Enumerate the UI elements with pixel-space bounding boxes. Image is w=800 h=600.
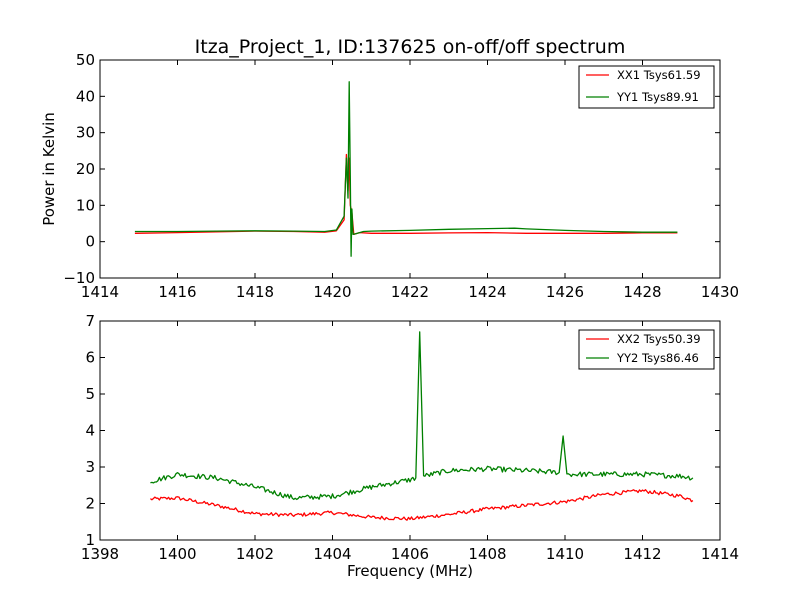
bottom-x-tick-label: 1398 bbox=[81, 545, 119, 563]
bottom-y-tick-label: 1 bbox=[85, 531, 95, 549]
top-legend-label-xx: XX1 Tsys61.59 bbox=[617, 68, 701, 82]
top-x-tick-label: 1426 bbox=[546, 283, 584, 301]
top-legend: XX1 Tsys61.59 YY1 Tsys89.91 bbox=[578, 65, 715, 109]
bottom-legend-box bbox=[578, 329, 715, 370]
bottom-x-tick-label: 1408 bbox=[468, 545, 506, 563]
bottom-series-yy-line bbox=[150, 331, 694, 501]
top-y-tick-label: 40 bbox=[76, 87, 95, 105]
top-x-tick-label: 1418 bbox=[236, 283, 274, 301]
top-legend-box bbox=[578, 65, 715, 109]
bottom-x-tick-label: 1410 bbox=[546, 545, 584, 563]
top-x-tick-label: 1428 bbox=[623, 283, 661, 301]
bottom-y-tick-label: 4 bbox=[85, 422, 95, 440]
top-y-tick-label: 0 bbox=[85, 233, 95, 251]
top-x-tick-label: 1424 bbox=[468, 283, 506, 301]
top-x-tick-label: 1420 bbox=[313, 283, 351, 301]
top-x-tick-label: 1430 bbox=[701, 283, 739, 301]
bottom-legend-label-yy: YY2 Tsys86.46 bbox=[616, 351, 699, 365]
bottom-x-tick-label: 1400 bbox=[158, 545, 196, 563]
bottom-legend: XX2 Tsys50.39 YY2 Tsys86.46 bbox=[578, 329, 715, 370]
bottom-panel: 1398 1400 1402 1404 1406 1408 1410 1412 1414 1 2 3 4… bbox=[81, 312, 739, 563]
top-y-tick-label: 50 bbox=[76, 51, 95, 69]
bottom-x-tick-label: 1404 bbox=[313, 545, 351, 563]
bottom-x-tick-label: 1412 bbox=[623, 545, 661, 563]
bottom-series-xx-line bbox=[149, 489, 694, 521]
x-axis-label: Frequency (MHz) bbox=[347, 562, 473, 580]
top-legend-label-yy: YY1 Tsys89.91 bbox=[616, 90, 699, 104]
bottom-y-tick-label: 5 bbox=[85, 385, 95, 403]
bottom-legend-label-xx: XX2 Tsys50.39 bbox=[617, 332, 701, 346]
bottom-y-tick-label: 7 bbox=[85, 312, 95, 330]
bottom-y-tick-label: 2 bbox=[85, 495, 95, 513]
bottom-y-tick-label: 6 bbox=[85, 349, 95, 367]
figure-title: Itza_Project_1, ID:137625 on-off/off spe… bbox=[195, 36, 626, 58]
y-axis-label: Power in Kelvin bbox=[40, 112, 58, 226]
top-y-tick-label: 30 bbox=[76, 124, 95, 142]
top-x-tick-label: 1422 bbox=[391, 283, 429, 301]
top-y-tick-label: 10 bbox=[76, 196, 95, 214]
bottom-x-tick-label: 1406 bbox=[391, 545, 429, 563]
top-y-tick-label: 20 bbox=[76, 160, 95, 178]
top-series-yy-line bbox=[134, 81, 678, 257]
top-x-tick-label: 1414 bbox=[81, 283, 119, 301]
bottom-x-tick-label: 1414 bbox=[701, 545, 739, 563]
top-panel: 1414 1416 1418 1420 1422 1424 1426 1428 1430 −10 0… bbox=[63, 51, 739, 301]
top-y-tick-label: −10 bbox=[63, 269, 95, 287]
top-x-tick-label: 1416 bbox=[158, 283, 196, 301]
bottom-x-tick-label: 1402 bbox=[236, 545, 274, 563]
bottom-y-tick-label: 3 bbox=[85, 458, 95, 476]
